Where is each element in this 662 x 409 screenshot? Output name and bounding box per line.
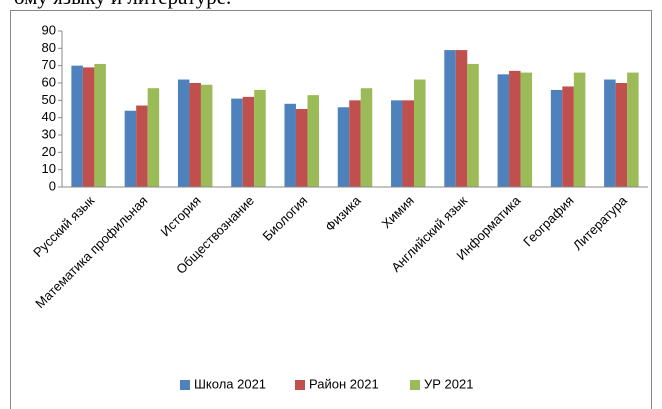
bar [414, 79, 426, 187]
legend-swatch [180, 380, 190, 390]
bar [82, 67, 95, 187]
bar [497, 74, 510, 187]
bar [562, 86, 574, 187]
bar [231, 98, 243, 187]
y-tick-label: 40 [42, 109, 56, 124]
bar [467, 63, 479, 187]
bar [189, 83, 201, 187]
bar [615, 83, 628, 187]
bar [94, 63, 106, 187]
bar [455, 50, 468, 187]
legend-swatch [410, 380, 420, 390]
bar [71, 65, 83, 187]
bar [550, 89, 563, 187]
bar [391, 100, 403, 187]
bar [520, 72, 533, 187]
y-tick-label: 50 [42, 92, 56, 107]
bar [307, 95, 319, 187]
y-tick-label: 20 [42, 144, 56, 159]
bar [573, 72, 586, 187]
bar [627, 72, 639, 187]
legend-label: УР 2021 [424, 376, 473, 391]
bar [200, 84, 213, 187]
bar [295, 109, 308, 187]
bar [254, 89, 266, 187]
y-tick-label: 30 [42, 126, 56, 141]
y-tick-label: 10 [42, 161, 56, 176]
y-tick-label: 90 [42, 22, 56, 37]
bar [242, 96, 255, 187]
bar [604, 79, 616, 187]
bar [124, 110, 137, 187]
bar [147, 88, 160, 187]
legend-swatch [295, 380, 305, 390]
bar [360, 88, 373, 187]
bar [444, 50, 456, 187]
y-tick-label: 70 [42, 57, 56, 72]
legend-label: Район 2021 [309, 376, 379, 391]
bar [284, 103, 296, 187]
legend-label: Школа 2021 [194, 376, 266, 391]
caption: ому языку и литературе. [14, 0, 231, 9]
bar [509, 70, 521, 187]
bar [177, 79, 190, 187]
y-tick-label: 0 [49, 178, 56, 193]
bar [402, 100, 415, 187]
bar [337, 107, 350, 187]
chart-frame [10, 10, 652, 409]
y-tick-label: 80 [42, 40, 56, 55]
y-tick-label: 60 [42, 74, 56, 89]
bar [349, 100, 361, 187]
bar [136, 105, 148, 187]
